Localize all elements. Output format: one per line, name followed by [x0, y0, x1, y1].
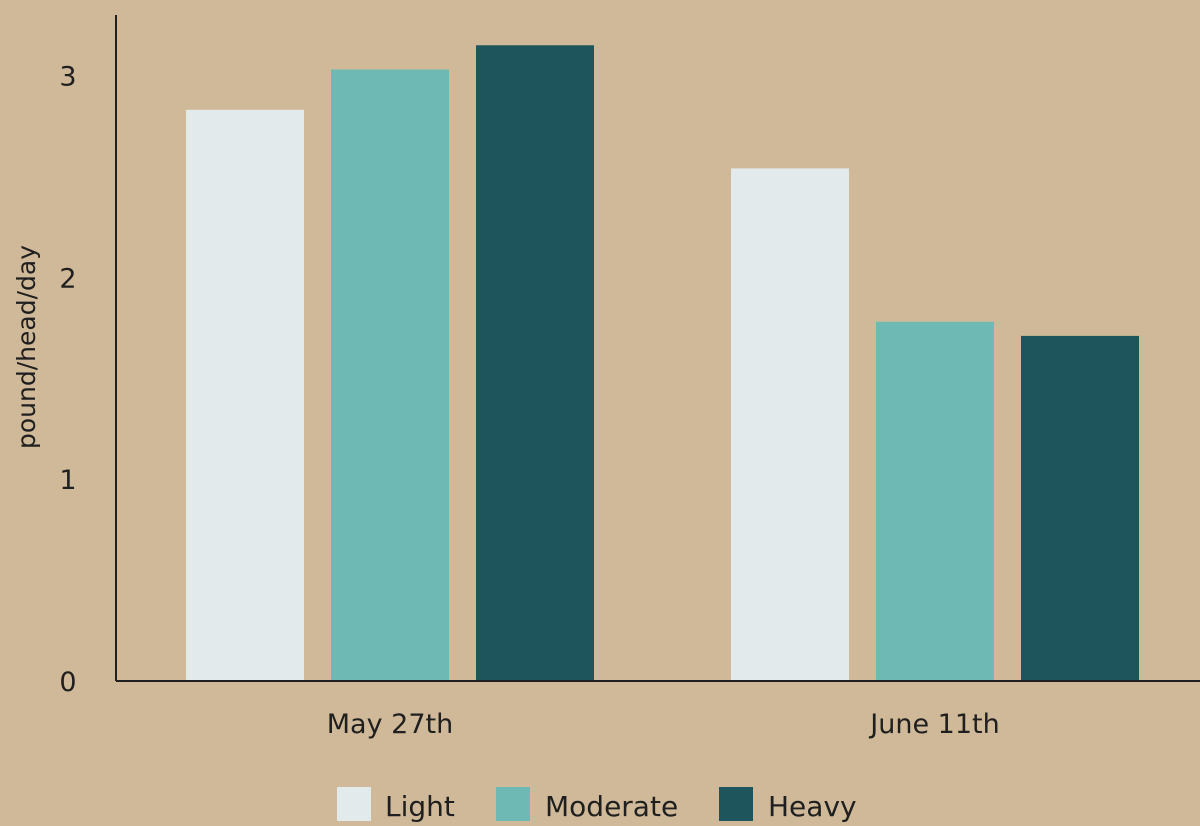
legend-label-moderate: Moderate [545, 790, 678, 822]
legend-swatch-heavy [719, 787, 753, 821]
bar-light-1 [731, 168, 849, 681]
bar-moderate-1 [876, 321, 994, 681]
bar-heavy-0 [476, 45, 594, 682]
legend: Light Moderate Heavy [337, 787, 857, 823]
x-category-label: June 11th [868, 709, 999, 740]
y-tick-label: 1 [59, 465, 76, 496]
y-tick-label: 2 [59, 263, 76, 294]
bar-light-0 [186, 109, 304, 681]
bar-heavy-1 [1021, 335, 1139, 681]
y-axis-label: pound/head/day [12, 245, 41, 449]
y-tick-label: 0 [59, 667, 76, 698]
legend-swatch-light [337, 787, 371, 821]
legend-label-heavy: Heavy [768, 790, 857, 822]
bar-moderate-0 [331, 69, 449, 681]
y-tick-labels: 0 1 2 3 [59, 62, 76, 698]
bars-group [186, 45, 1139, 682]
legend-swatch-moderate [496, 787, 530, 821]
x-category-label: May 27th [327, 709, 453, 740]
x-category-labels: May 27th June 11th [327, 709, 1000, 740]
y-tick-label: 3 [59, 62, 76, 93]
legend-label-light: Light [385, 790, 455, 822]
